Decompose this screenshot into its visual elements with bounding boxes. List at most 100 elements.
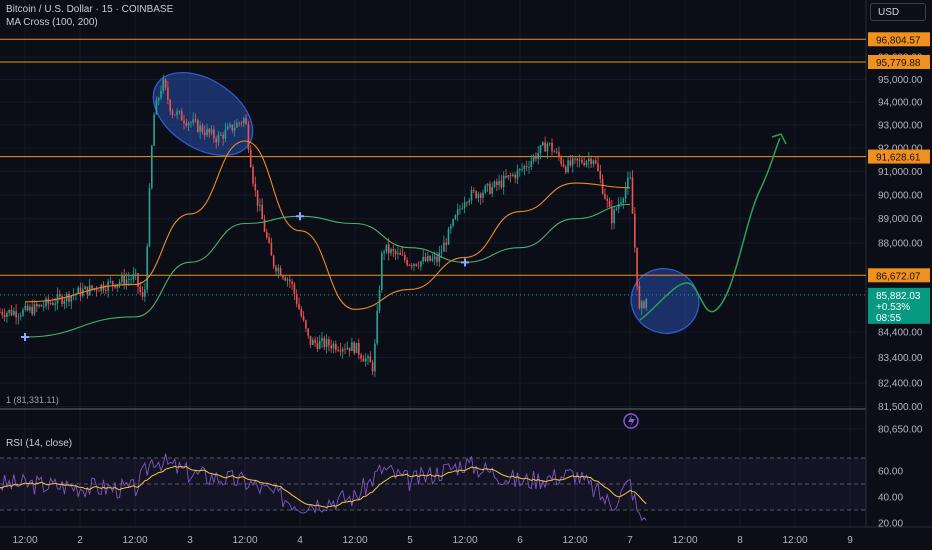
lightning-icon	[628, 415, 635, 427]
candle-body	[473, 190, 475, 192]
rsi-tick-label: 60.00	[878, 467, 903, 478]
candle-body	[321, 337, 323, 341]
candle-body	[422, 257, 424, 262]
candle-body	[42, 306, 45, 307]
candle-body	[220, 134, 222, 136]
rsi-tick-label: 20.00	[878, 519, 903, 530]
candle-body	[489, 183, 491, 194]
candle-body	[305, 320, 307, 329]
candle-body	[339, 350, 342, 352]
time-tick-label: 12:00	[672, 535, 697, 546]
candle-body	[243, 118, 245, 123]
candle-body	[438, 252, 441, 262]
candle-body	[118, 281, 121, 285]
candlestick-series	[0, 74, 648, 378]
candle-body	[417, 265, 420, 267]
time-axis: 12:00 2 12:00 3 12:00 4 12:00 5 12:00 6 12:00 7 12:0…	[0, 526, 932, 546]
candle-body	[123, 275, 125, 285]
candle-body	[475, 191, 477, 198]
candle-body	[470, 190, 473, 201]
candle-body	[275, 266, 277, 272]
candle-body	[615, 208, 618, 210]
candle-body	[22, 309, 24, 316]
candle-body	[454, 215, 457, 220]
candle-body	[263, 219, 266, 232]
candle-body	[270, 242, 273, 256]
candle-body	[210, 129, 213, 133]
candle-body	[565, 166, 567, 173]
candle-body	[174, 114, 176, 116]
level-tag	[868, 54, 930, 69]
candle-body	[622, 198, 625, 203]
candle-body	[31, 306, 33, 315]
candle-body	[59, 294, 61, 297]
candle-body	[98, 290, 100, 292]
candle-body	[378, 290, 381, 311]
candle-body	[144, 289, 146, 297]
candle-body	[420, 261, 422, 267]
currency-button[interactable]: USD	[870, 3, 926, 21]
candle-body	[289, 279, 291, 282]
time-tick-label: 9	[847, 535, 853, 546]
candle-body	[247, 124, 250, 150]
candle-body	[240, 122, 243, 124]
price-tick-label: 93,000.00	[878, 120, 923, 131]
candle-body	[445, 242, 447, 245]
candle-body	[36, 303, 38, 307]
candle-body	[516, 170, 519, 179]
candle-body	[569, 160, 572, 166]
candle-body	[312, 339, 314, 345]
candle-body	[535, 155, 537, 159]
grid-lines	[0, 0, 867, 527]
candle-body	[392, 249, 395, 251]
candle-body	[330, 345, 332, 349]
candle-body	[52, 303, 54, 305]
candle-body	[629, 177, 631, 179]
candle-body	[498, 180, 500, 186]
candle-body	[180, 110, 183, 121]
rsi-ma-line	[0, 465, 647, 508]
candle-body	[302, 316, 305, 321]
candle-body	[574, 158, 576, 160]
candle-body	[13, 311, 15, 316]
candle-body	[477, 193, 480, 198]
candle-body	[532, 155, 535, 161]
candle-body	[433, 256, 436, 259]
time-tick-label: 12:00	[562, 535, 587, 546]
price-tick-label: 88,000.00	[878, 238, 923, 249]
candle-body	[222, 134, 224, 139]
candle-body	[346, 347, 349, 350]
candle-body	[109, 281, 112, 282]
candle-body	[229, 124, 231, 127]
candle-body	[539, 145, 542, 154]
candle-body	[634, 213, 636, 248]
candle-body	[279, 268, 282, 276]
candle-body	[355, 342, 358, 353]
candle-body	[153, 114, 155, 146]
annotation-ellipses	[152, 71, 700, 334]
candle-body	[155, 100, 158, 115]
candle-body	[631, 177, 634, 214]
candle-body	[617, 204, 620, 209]
candle-body	[525, 165, 528, 167]
candle-body	[638, 286, 641, 309]
candle-body	[452, 219, 454, 226]
ma-cross-marker	[296, 212, 304, 221]
price-tick-label: 94,000.00	[878, 98, 923, 109]
candle-body	[309, 335, 312, 345]
candle-body	[233, 127, 236, 131]
candle-body	[213, 129, 215, 139]
level-tag-label: 96,804.57	[876, 35, 921, 46]
candle-body	[553, 151, 556, 153]
candle-body	[252, 167, 254, 184]
candle-body	[6, 312, 8, 317]
candle-body	[491, 186, 493, 194]
candle-body	[599, 171, 602, 179]
candle-body	[362, 358, 365, 362]
candle-body	[178, 110, 181, 112]
candle-body	[141, 292, 144, 297]
projection-path	[639, 133, 787, 321]
candle-body	[371, 362, 374, 372]
candle-body	[1, 311, 4, 315]
